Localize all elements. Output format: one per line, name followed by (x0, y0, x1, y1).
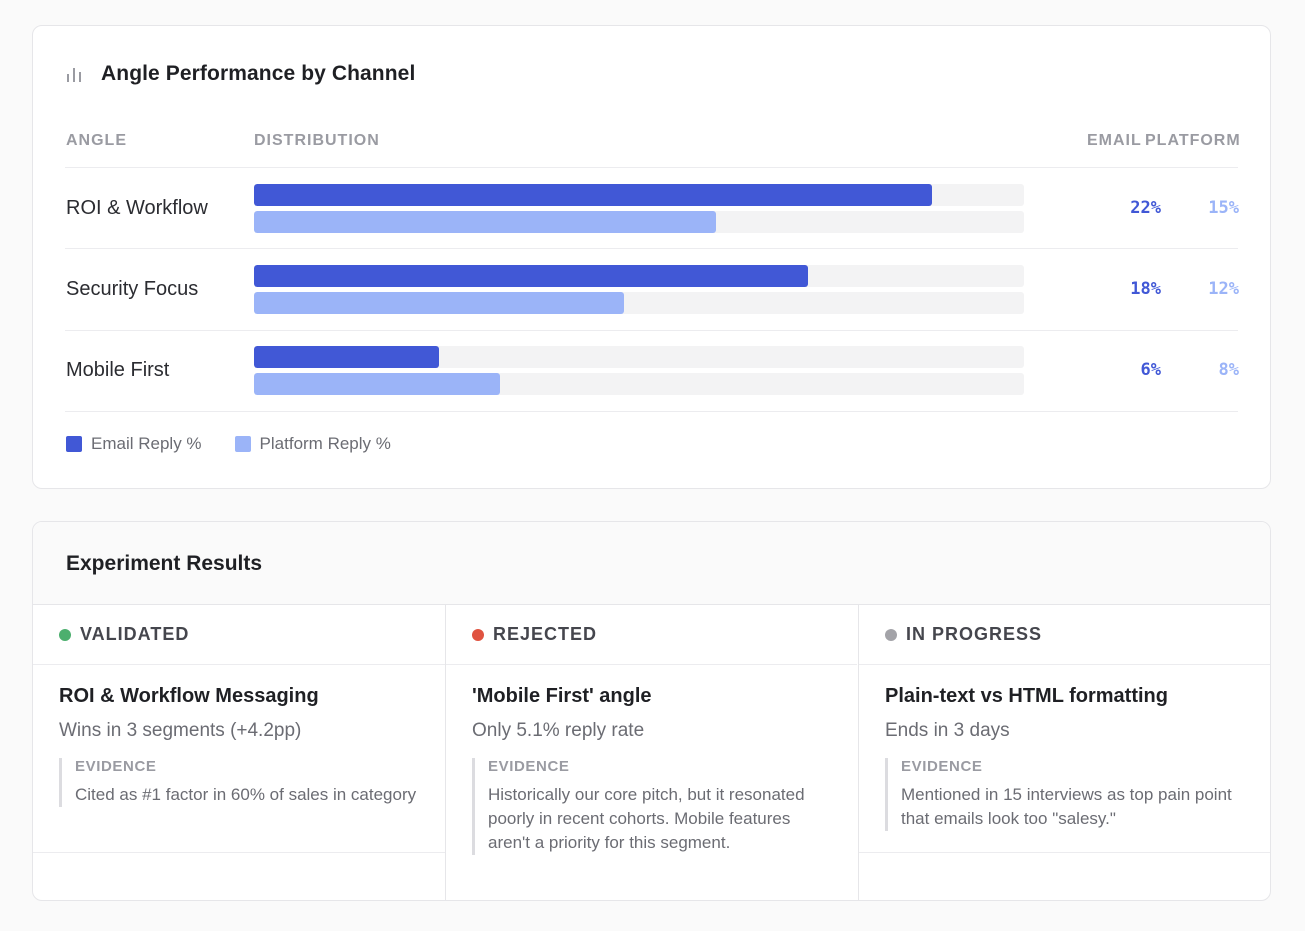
evidence-label: EVIDENCE (901, 758, 983, 775)
evidence-label: EVIDENCE (75, 758, 157, 775)
evidence-block: EVIDENCE Historically our core pitch, bu… (472, 758, 833, 855)
status-label: IN PROGRESS (906, 624, 1043, 644)
evidence-text: Cited as #1 factor in 60% of sales in ca… (75, 785, 417, 804)
email-bar (254, 265, 809, 287)
experiment-subtitle: Only 5.1% reply rate (472, 720, 645, 741)
experiment-subtitle: Ends in 3 days (885, 720, 1010, 741)
experiment-title: Plain-text vs HTML formatting (885, 685, 1168, 707)
platform-bar-track (254, 373, 1024, 395)
experiment-column-in-progress: IN PROGRESS Plain-text vs HTML formattin… (858, 605, 1270, 900)
status-dot-icon (472, 628, 484, 641)
legend-item-platform: Platform Reply % (234, 434, 391, 454)
column-divider (859, 852, 1270, 853)
angle-row-label: Mobile First (66, 359, 170, 381)
bar-chart-icon (67, 68, 81, 82)
email-bar-track (254, 265, 1024, 287)
email-bar (254, 184, 932, 206)
evidence-block: EVIDENCE Cited as #1 factor in 60% of sa… (59, 758, 421, 807)
header-divider (65, 167, 1238, 168)
legend-item-email: Email Reply % (66, 434, 202, 454)
platform-bar-track (254, 292, 1024, 314)
column-divider (33, 852, 445, 853)
status-dot-icon (59, 628, 71, 641)
experiment-title: 'Mobile First' angle (472, 685, 652, 707)
experiment-results-card: Experiment Results VALIDATED ROI & Workf… (32, 521, 1271, 901)
chart-legend: Email Reply % Platform Reply % (66, 434, 424, 454)
platform-bar-track (254, 211, 1024, 233)
angle-row: Security Focus 18% 12% (33, 249, 1270, 330)
experiment-column-rejected: REJECTED 'Mobile First' angle Only 5.1% … (445, 605, 857, 900)
experiment-results-header: Experiment Results (33, 522, 1270, 605)
column-header-distribution: DISTRIBUTION (254, 132, 380, 149)
status-dot-icon (885, 628, 897, 641)
email-bar-track (254, 184, 1024, 206)
row-divider (65, 330, 1238, 331)
email-bar (254, 346, 439, 368)
email-reply-value: 18% (1130, 279, 1161, 299)
experiment-column-validated: VALIDATED ROI & Workflow Messaging Wins … (33, 605, 445, 900)
status-row: REJECTED (446, 605, 857, 665)
platform-swatch (234, 436, 251, 452)
angle-row-label: Security Focus (66, 278, 199, 300)
status-label: REJECTED (493, 624, 598, 644)
status-label: VALIDATED (80, 624, 190, 644)
angle-performance-title: Angle Performance by Channel (101, 62, 416, 85)
experiment-results-title: Experiment Results (66, 552, 263, 575)
platform-bar (254, 373, 501, 395)
angle-row: ROI & Workflow 22% 15% (33, 168, 1270, 249)
angle-performance-card: Angle Performance by Channel ANGLE DISTR… (32, 25, 1271, 489)
evidence-block: EVIDENCE Mentioned in 15 interviews as t… (885, 758, 1248, 831)
platform-reply-value: 8% (1218, 360, 1239, 380)
status-row: VALIDATED (33, 605, 445, 665)
angle-row: Mobile First 6% 8% (33, 330, 1270, 411)
angle-performance-header: Angle Performance by Channel (66, 62, 415, 86)
column-header-angle: ANGLE (66, 132, 127, 149)
row-divider (65, 248, 1238, 249)
column-header-platform: PLATFORM (1145, 132, 1241, 149)
evidence-label: EVIDENCE (488, 758, 570, 775)
evidence-text: Mentioned in 15 interviews as top pain p… (901, 785, 1232, 828)
email-reply-value: 22% (1130, 198, 1161, 218)
experiment-subtitle: Wins in 3 segments (+4.2pp) (59, 720, 302, 741)
email-swatch (66, 436, 82, 452)
angle-row-label: ROI & Workflow (66, 197, 208, 219)
platform-bar (254, 211, 716, 233)
legend-label-platform: Platform Reply % (259, 434, 391, 453)
email-bar-track (254, 346, 1024, 368)
status-row: IN PROGRESS (859, 605, 1270, 665)
platform-reply-value: 12% (1208, 279, 1239, 299)
platform-bar (254, 292, 624, 314)
experiment-title: ROI & Workflow Messaging (59, 685, 319, 707)
email-reply-value: 6% (1140, 360, 1161, 380)
column-header-email: EMAIL (1087, 132, 1142, 149)
platform-reply-value: 15% (1208, 198, 1239, 218)
row-divider (65, 411, 1238, 412)
evidence-text: Historically our core pitch, but it reso… (488, 785, 805, 852)
legend-label-email: Email Reply % (91, 434, 202, 453)
